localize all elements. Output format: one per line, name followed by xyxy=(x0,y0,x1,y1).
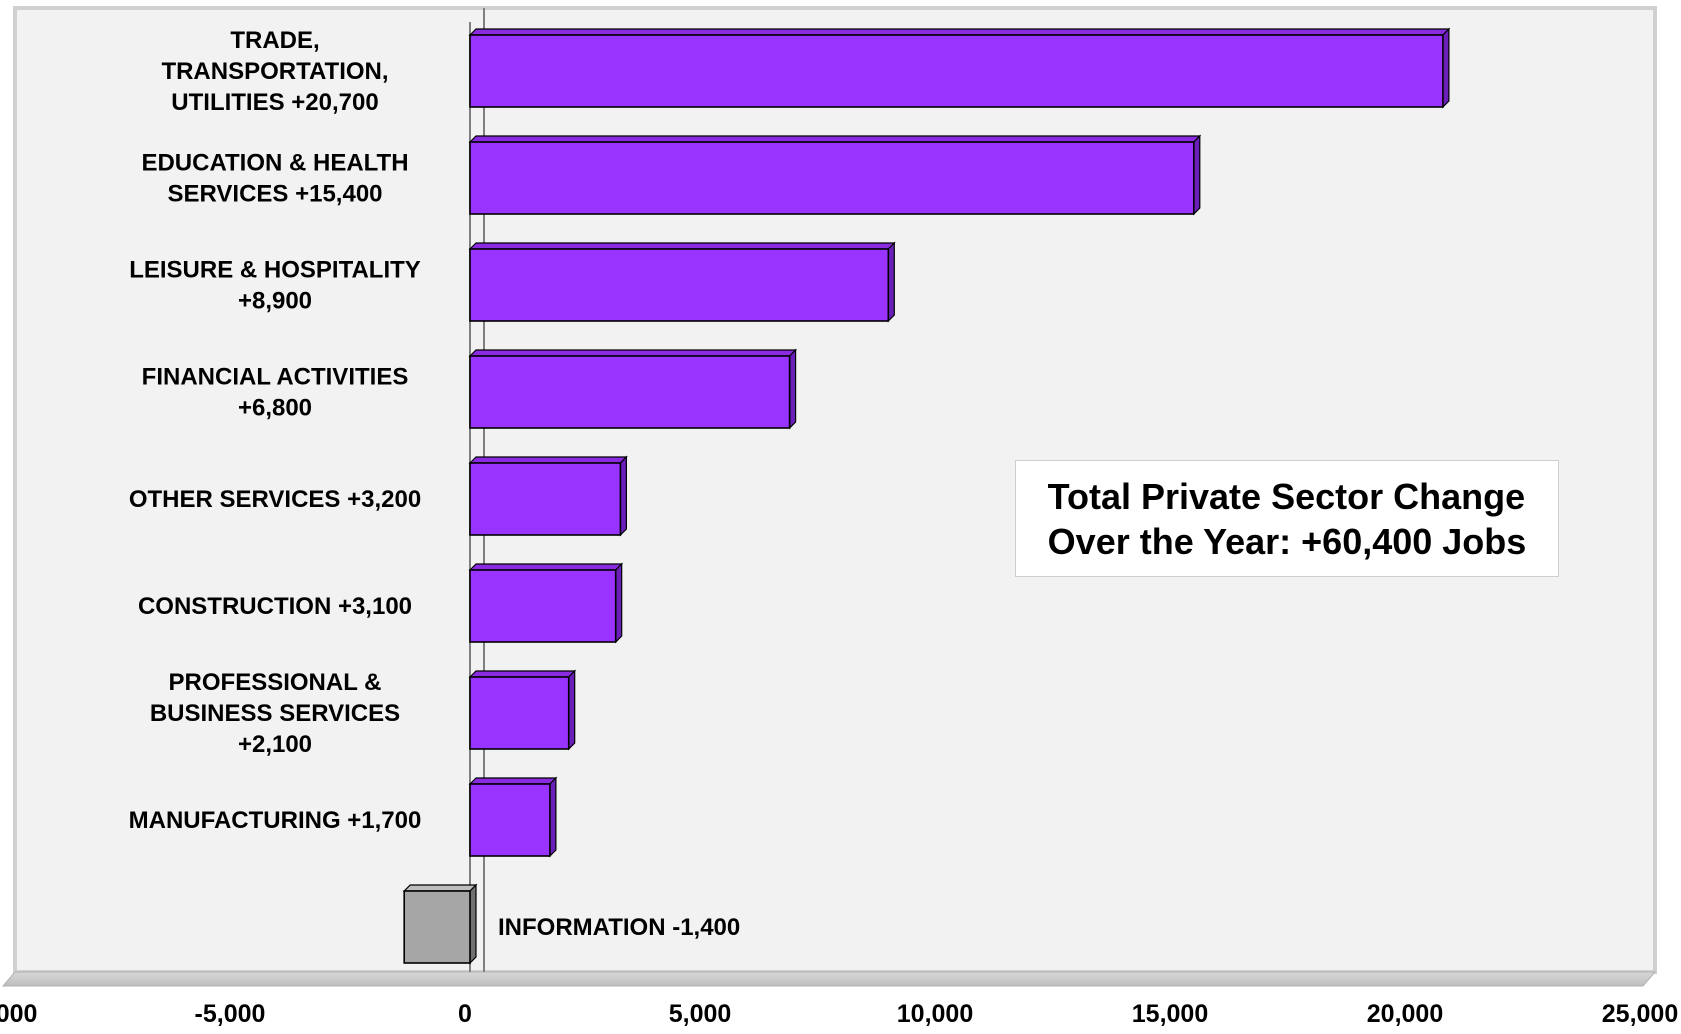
category-label-line: +6,800 xyxy=(238,395,312,422)
category-label-line: EDUCATION & HEALTH xyxy=(141,150,408,177)
category-label-1: EDUCATION & HEALTH SERVICES +15,400 xyxy=(141,150,408,208)
bar-front-face xyxy=(469,676,570,750)
bar-0 xyxy=(468,27,1451,109)
bar-side-face xyxy=(549,776,557,858)
bar-front-face xyxy=(469,783,551,857)
category-label-0: TRADE, TRANSPORTATION, UTILITIES +20,700 xyxy=(161,27,388,116)
bar-front-face xyxy=(469,462,622,536)
bar-side-face xyxy=(1193,134,1201,216)
category-label-line: TRADE, xyxy=(230,27,319,54)
x-tick-label-1: -5,000 xyxy=(195,1000,266,1028)
category-label-line: FINANCIAL ACTIVITIES xyxy=(142,364,409,391)
category-label-7: MANUFACTURING +1,700 xyxy=(129,807,422,834)
bar-side-face xyxy=(469,883,477,965)
bar-side-face xyxy=(615,562,623,644)
bar-front-face xyxy=(403,890,471,964)
category-label-line: SERVICES +15,400 xyxy=(167,181,382,208)
callout-text: Total Private Sector Change Over the Yea… xyxy=(1047,475,1527,562)
bar-side-face xyxy=(619,455,628,537)
bar-front-face xyxy=(469,248,890,322)
bar-side-face xyxy=(1442,27,1450,109)
bar-top-face xyxy=(468,242,896,250)
category-label-6: PROFESSIONAL & BUSINESS SERVICES +2,100 xyxy=(150,669,400,758)
bar-8 xyxy=(402,883,478,965)
x-tick-label-7: 25,000 xyxy=(1602,1000,1678,1028)
bar-top-face xyxy=(468,349,798,357)
bar-front-face xyxy=(469,569,617,643)
category-label-line: BUSINESS SERVICES xyxy=(150,700,400,727)
chart-floor xyxy=(1,971,1657,987)
category-label-line: INFORMATION -1,400 xyxy=(498,914,740,941)
category-label-line: MANUFACTURING +1,700 xyxy=(129,807,422,834)
bar-5 xyxy=(468,562,624,644)
bar-3 xyxy=(468,348,798,430)
bar-4 xyxy=(468,455,628,537)
bar-7 xyxy=(468,776,558,858)
bar-top-face xyxy=(468,777,558,785)
bar-top-face xyxy=(468,135,1202,143)
category-label-2: LEISURE & HOSPITALITY +8,900 xyxy=(129,257,421,315)
x-tick-label-5: 15,000 xyxy=(1132,1000,1208,1028)
x-tick-label-4: 10,000 xyxy=(897,1000,973,1028)
bar-top-face xyxy=(468,670,577,678)
category-label-line: +2,100 xyxy=(238,731,312,758)
bar-top-face xyxy=(468,563,624,571)
bar-front-face xyxy=(469,355,791,429)
category-label-8: INFORMATION -1,400 xyxy=(498,914,740,941)
x-tick-label-0: -10,000 xyxy=(0,1000,37,1028)
bar-top-face xyxy=(468,28,1451,36)
x-tick-label-2: 0 xyxy=(458,1000,472,1028)
category-label-line: PROFESSIONAL & xyxy=(169,669,382,696)
category-label-4: OTHER SERVICES +3,200 xyxy=(129,486,421,513)
bar-top-face xyxy=(468,456,628,464)
bar-2 xyxy=(468,241,896,323)
bar-side-face xyxy=(887,241,895,323)
category-label-3: FINANCIAL ACTIVITIES +6,800 xyxy=(142,364,409,422)
category-label-line: LEISURE & HOSPITALITY xyxy=(129,257,421,284)
x-tick-label-3: 5,000 xyxy=(669,1000,732,1028)
category-label-line: CONSTRUCTION +3,100 xyxy=(138,593,412,620)
bar-front-face xyxy=(469,141,1195,215)
x-tick-label-6: 20,000 xyxy=(1367,1000,1443,1028)
bar-6 xyxy=(468,669,577,751)
category-label-5: CONSTRUCTION +3,100 xyxy=(138,593,412,620)
bar-front-face xyxy=(469,34,1444,108)
category-label-line: UTILITIES +20,700 xyxy=(171,89,378,116)
category-label-line: TRANSPORTATION, xyxy=(161,58,388,85)
bar-side-face xyxy=(788,348,797,430)
category-label-line: +8,900 xyxy=(238,288,312,315)
bar-1 xyxy=(468,134,1202,216)
bar-top-face xyxy=(402,884,478,892)
bar-side-face xyxy=(568,669,576,751)
category-label-line: OTHER SERVICES +3,200 xyxy=(129,486,421,513)
total-change-callout: Total Private Sector Change Over the Yea… xyxy=(1015,460,1559,577)
